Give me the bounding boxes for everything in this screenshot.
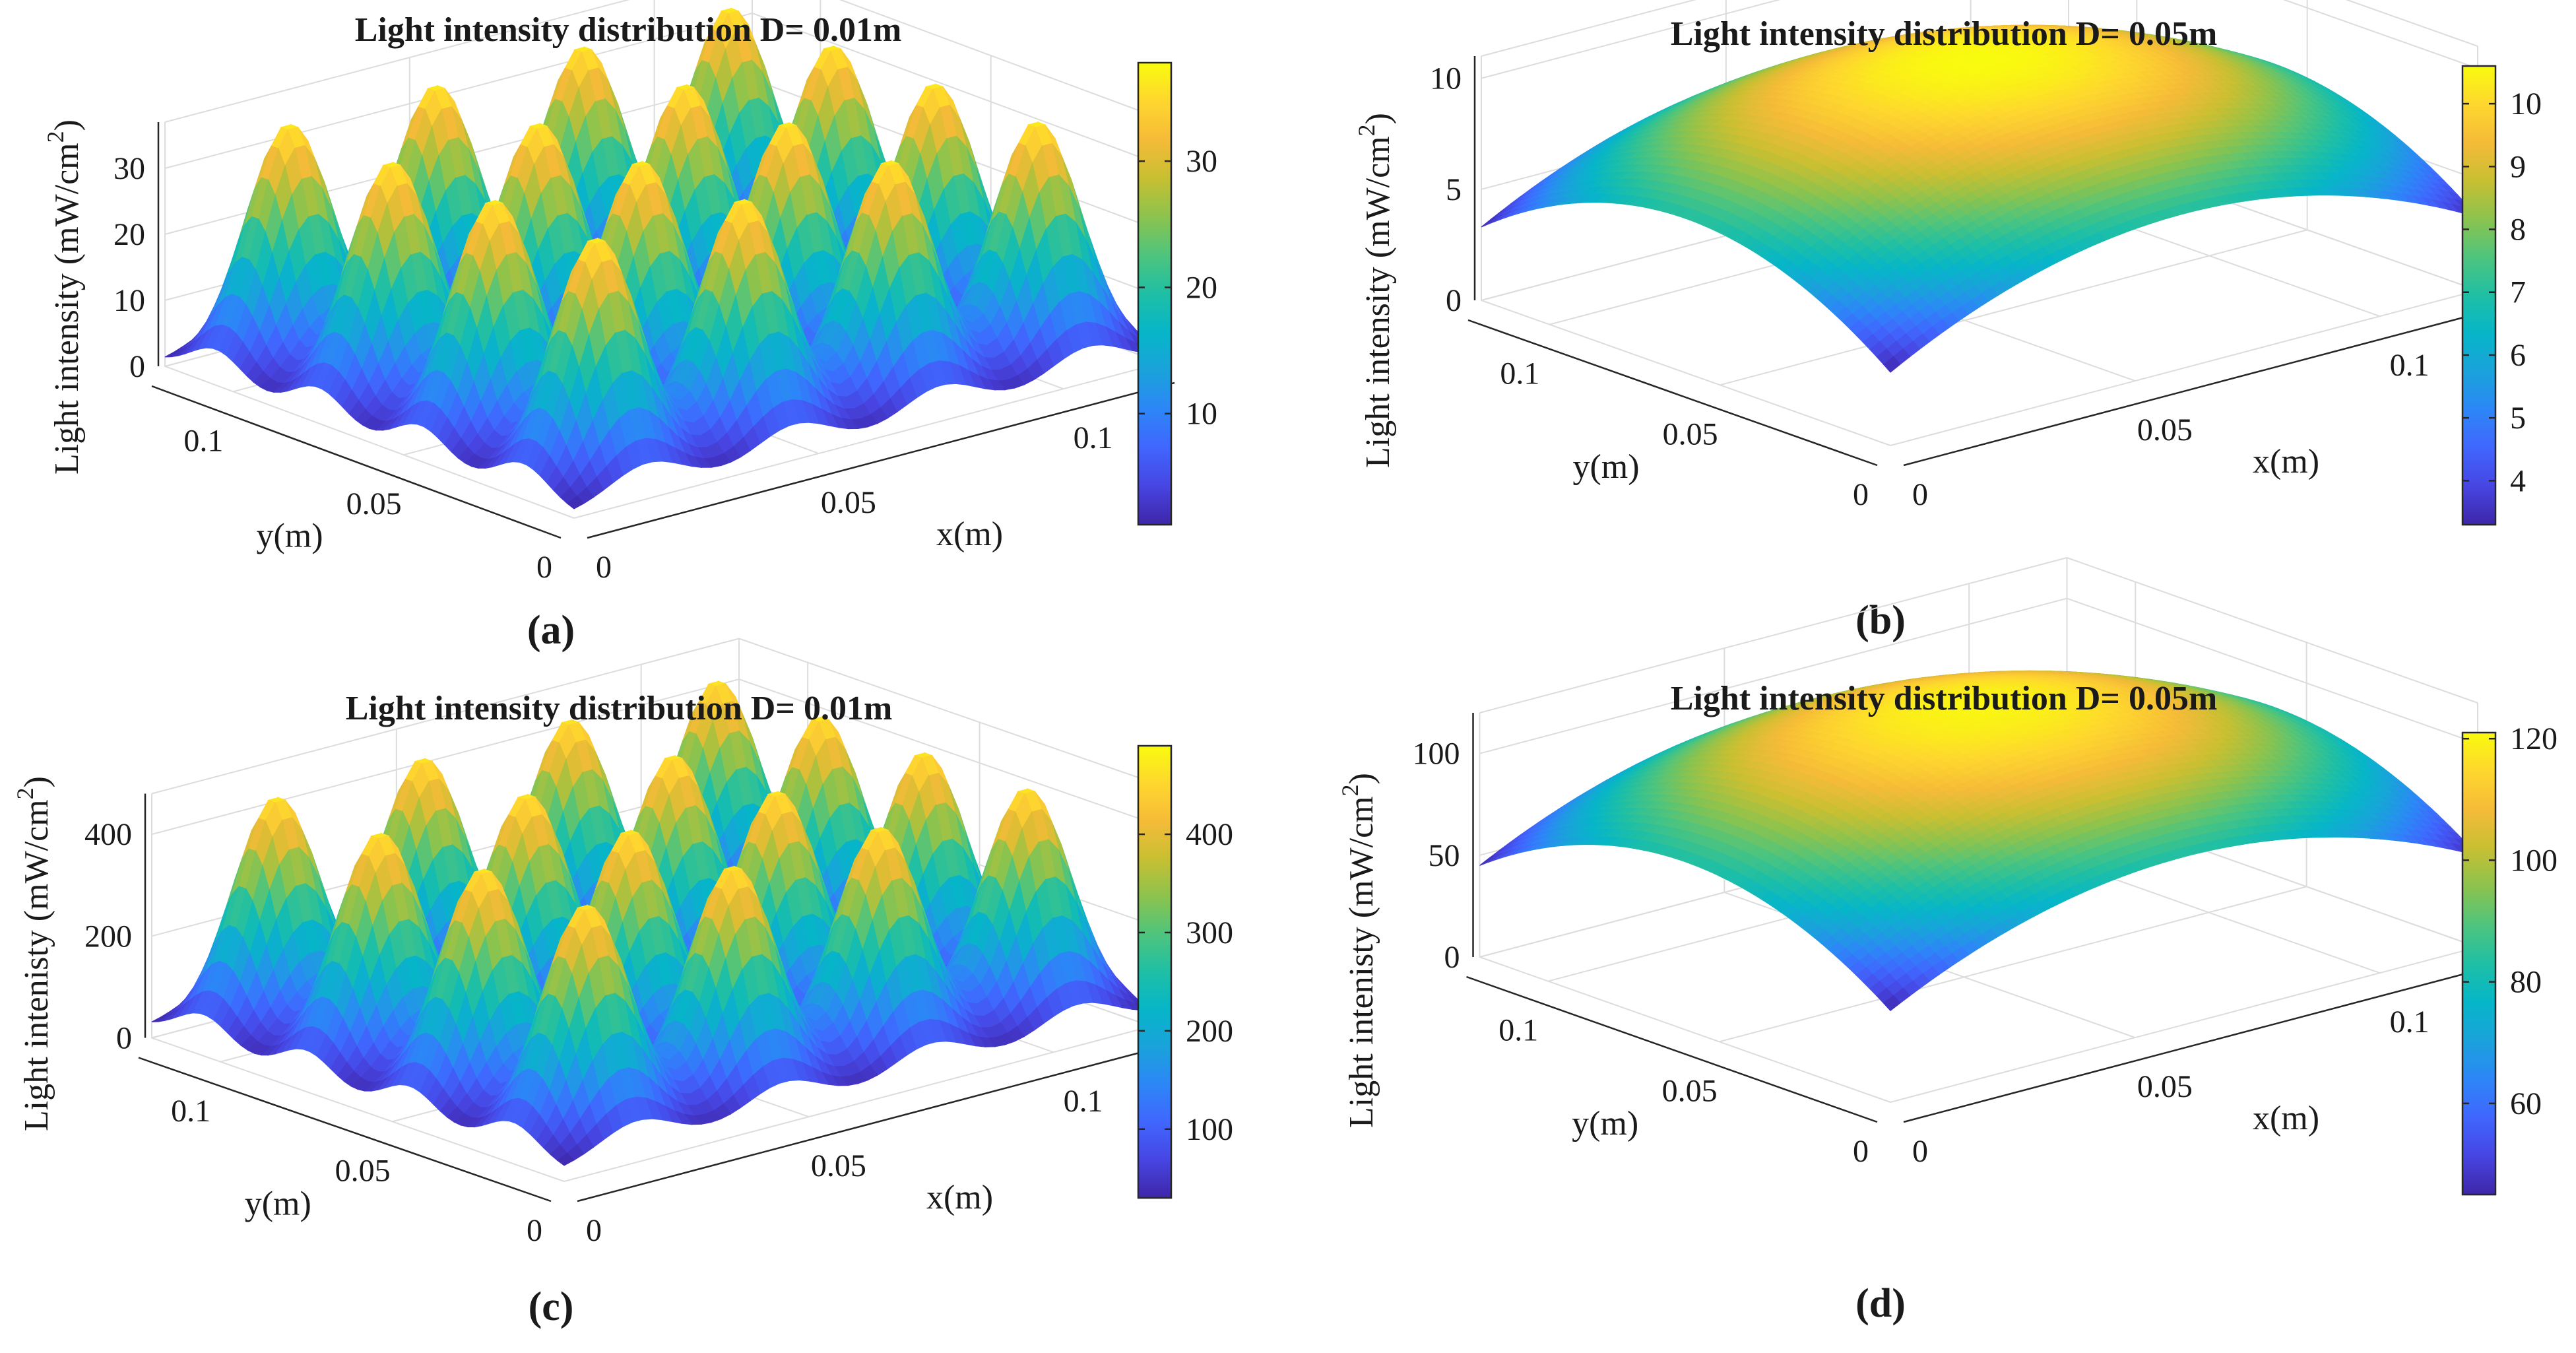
y-tick-label: 0.05: [346, 486, 402, 521]
x-axis-label: x(m): [936, 515, 1003, 553]
z-tick-label: 10: [113, 283, 145, 318]
z-axis-label: Light intensity (mW/cm2): [42, 119, 86, 475]
x-tick-label: 0.1: [1074, 420, 1113, 455]
y-axis-label: y(m): [256, 517, 323, 555]
x-tick-label: 0: [596, 550, 612, 585]
x-tick-label: 0.05: [821, 485, 876, 520]
colorbar-tick-label: 30: [1186, 144, 1217, 179]
colorbar-gradient: [1137, 61, 1173, 526]
y-tick-label: 0: [536, 550, 552, 585]
z-axis-label-text: Light intensity (mW/cm: [48, 143, 86, 475]
z-tick-label: 30: [113, 151, 145, 186]
surface-plot: [164, 7, 1163, 510]
colorbar: 10 20 30: [1137, 61, 1217, 526]
colorbar-tick-label: 20: [1186, 270, 1217, 305]
colorbar-tick-label: 10: [1186, 397, 1217, 432]
chart-panel-a: 0 0.05 0.1 0 0.05 0.1 0 10 20 30 x(m) y(m) Light int…: [42, 0, 1217, 653]
chart-title: Light intensity distribution D= 0.01m: [355, 11, 902, 49]
y-tick-label: 0.1: [183, 423, 223, 458]
panel-caption: (a): [527, 608, 575, 653]
z-axis-label-superscript: 2: [42, 131, 69, 143]
z-axis-label-close: ): [48, 119, 86, 131]
surface-plot: [1481, 24, 2479, 373]
z-tick-label: 20: [113, 217, 145, 252]
z-tick-label: 0: [129, 349, 145, 384]
